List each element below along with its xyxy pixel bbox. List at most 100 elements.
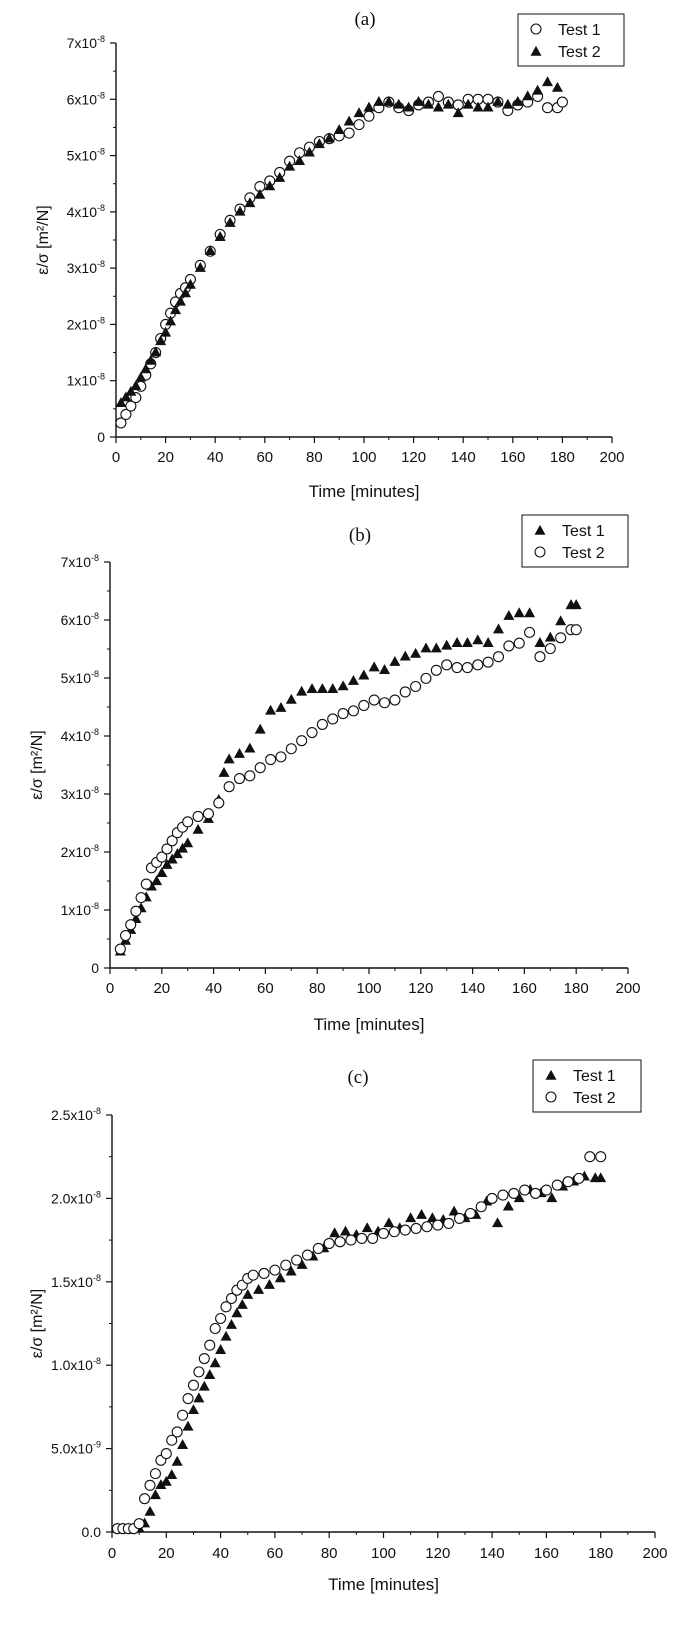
y-axis-label: ε/σ [m²/N] <box>29 730 46 799</box>
data-point <box>493 623 504 634</box>
data-point <box>160 1448 172 1460</box>
y-tick-mantissa: 2x10 <box>61 844 92 860</box>
data-point <box>115 417 127 429</box>
y-tick-label: 5.0x10-9 <box>51 1440 101 1457</box>
legend-label: Test 2 <box>562 545 605 562</box>
y-tick-exponent: -8 <box>97 203 105 213</box>
data-point <box>120 391 132 402</box>
x-tick-label: 140 <box>480 1545 505 1562</box>
data-point <box>442 98 454 109</box>
y-tick-mantissa: 1.5x10 <box>51 1274 93 1290</box>
data-point <box>524 607 536 618</box>
data-point <box>193 1366 205 1378</box>
x-tick-label: 0 <box>106 980 114 997</box>
chart-title: (c) <box>347 1067 368 1088</box>
y-tick-label: 7x10-8 <box>67 34 105 51</box>
data-point <box>327 713 339 725</box>
data-point <box>556 96 568 108</box>
y-tick-mantissa: 0 <box>91 960 99 976</box>
data-point <box>139 1493 151 1505</box>
data-point <box>170 304 182 315</box>
legend-label: Test 1 <box>573 1068 616 1085</box>
data-point <box>125 919 137 931</box>
data-point <box>410 1222 422 1234</box>
data-point <box>182 816 194 828</box>
chart-panel: (a)0 20 40 60 80 100 120 140 160 180 20001x10-82x1… <box>35 9 625 501</box>
data-point <box>443 1217 455 1229</box>
data-point <box>420 642 432 653</box>
y-tick-label: 6x10-8 <box>61 611 99 628</box>
data-point <box>220 1301 232 1313</box>
data-point <box>426 1212 438 1223</box>
y-tick-mantissa: 1.0x10 <box>51 1357 93 1373</box>
data-point <box>198 1352 210 1365</box>
data-point <box>570 624 582 636</box>
y-tick-exponent: -8 <box>97 147 105 157</box>
data-point <box>337 680 349 691</box>
data-point <box>236 1299 248 1309</box>
y-tick-mantissa: 5x10 <box>61 670 92 686</box>
y-tick-label: 4x10-8 <box>67 203 105 220</box>
legend: Test 1 Test 2 <box>532 1059 642 1113</box>
y-tick-label: 5x10-8 <box>67 147 105 164</box>
data-point <box>312 1242 324 1254</box>
legend-marker <box>545 1069 557 1080</box>
data-point <box>193 1392 205 1403</box>
data-point <box>171 1455 183 1466</box>
y-tick-exponent: -8 <box>93 1356 101 1366</box>
x-tick-label: 160 <box>534 1545 559 1562</box>
y-tick-label: 1.5x10-8 <box>51 1273 101 1290</box>
x-tick-label: 200 <box>615 980 640 997</box>
data-point <box>303 146 315 157</box>
data-point <box>316 683 328 693</box>
data-point <box>114 943 126 955</box>
legend-marker <box>545 1091 557 1103</box>
data-point <box>482 637 494 647</box>
data-point <box>584 1151 596 1163</box>
y-tick-label: 0 <box>97 429 105 445</box>
data-point <box>161 859 173 869</box>
data-point <box>160 326 172 337</box>
x-tick-label: 160 <box>500 449 525 466</box>
data-point <box>177 1439 189 1450</box>
data-point <box>595 1172 607 1183</box>
data-point <box>472 634 484 645</box>
data-point <box>244 770 256 782</box>
data-point <box>213 797 225 809</box>
data-point <box>452 107 464 118</box>
data-point <box>140 878 152 890</box>
data-point <box>399 686 411 698</box>
data-point <box>166 835 178 847</box>
data-point <box>182 837 194 848</box>
data-point <box>524 626 536 638</box>
data-point <box>194 262 206 272</box>
legend-label: Test 2 <box>573 1090 616 1107</box>
data-point <box>540 1184 552 1196</box>
data-point <box>265 704 277 715</box>
data-point <box>513 637 525 649</box>
data-point <box>265 754 277 766</box>
legend-marker <box>530 23 542 35</box>
data-point <box>421 1221 433 1233</box>
data-point <box>220 1330 232 1341</box>
data-point <box>223 753 235 764</box>
data-point <box>503 640 515 652</box>
data-point <box>388 1226 400 1238</box>
x-tick-label: 80 <box>309 980 326 997</box>
y-tick-exponent: -9 <box>93 1440 101 1450</box>
y-tick-label: 1x10-8 <box>67 372 105 389</box>
chart-title: (b) <box>349 525 371 546</box>
data-point <box>214 231 226 241</box>
data-point <box>343 127 355 139</box>
data-point <box>313 138 325 149</box>
data-point <box>296 685 308 696</box>
y-tick-mantissa: 6x10 <box>67 91 98 107</box>
x-tick-label: 180 <box>588 1545 613 1562</box>
y-tick-mantissa: 4x10 <box>61 728 92 744</box>
series-2 <box>115 76 563 407</box>
data-point <box>475 1201 487 1213</box>
y-tick-mantissa: 1x10 <box>61 902 92 918</box>
data-point <box>544 631 556 642</box>
data-point <box>555 615 567 626</box>
legend-box <box>532 1059 642 1113</box>
